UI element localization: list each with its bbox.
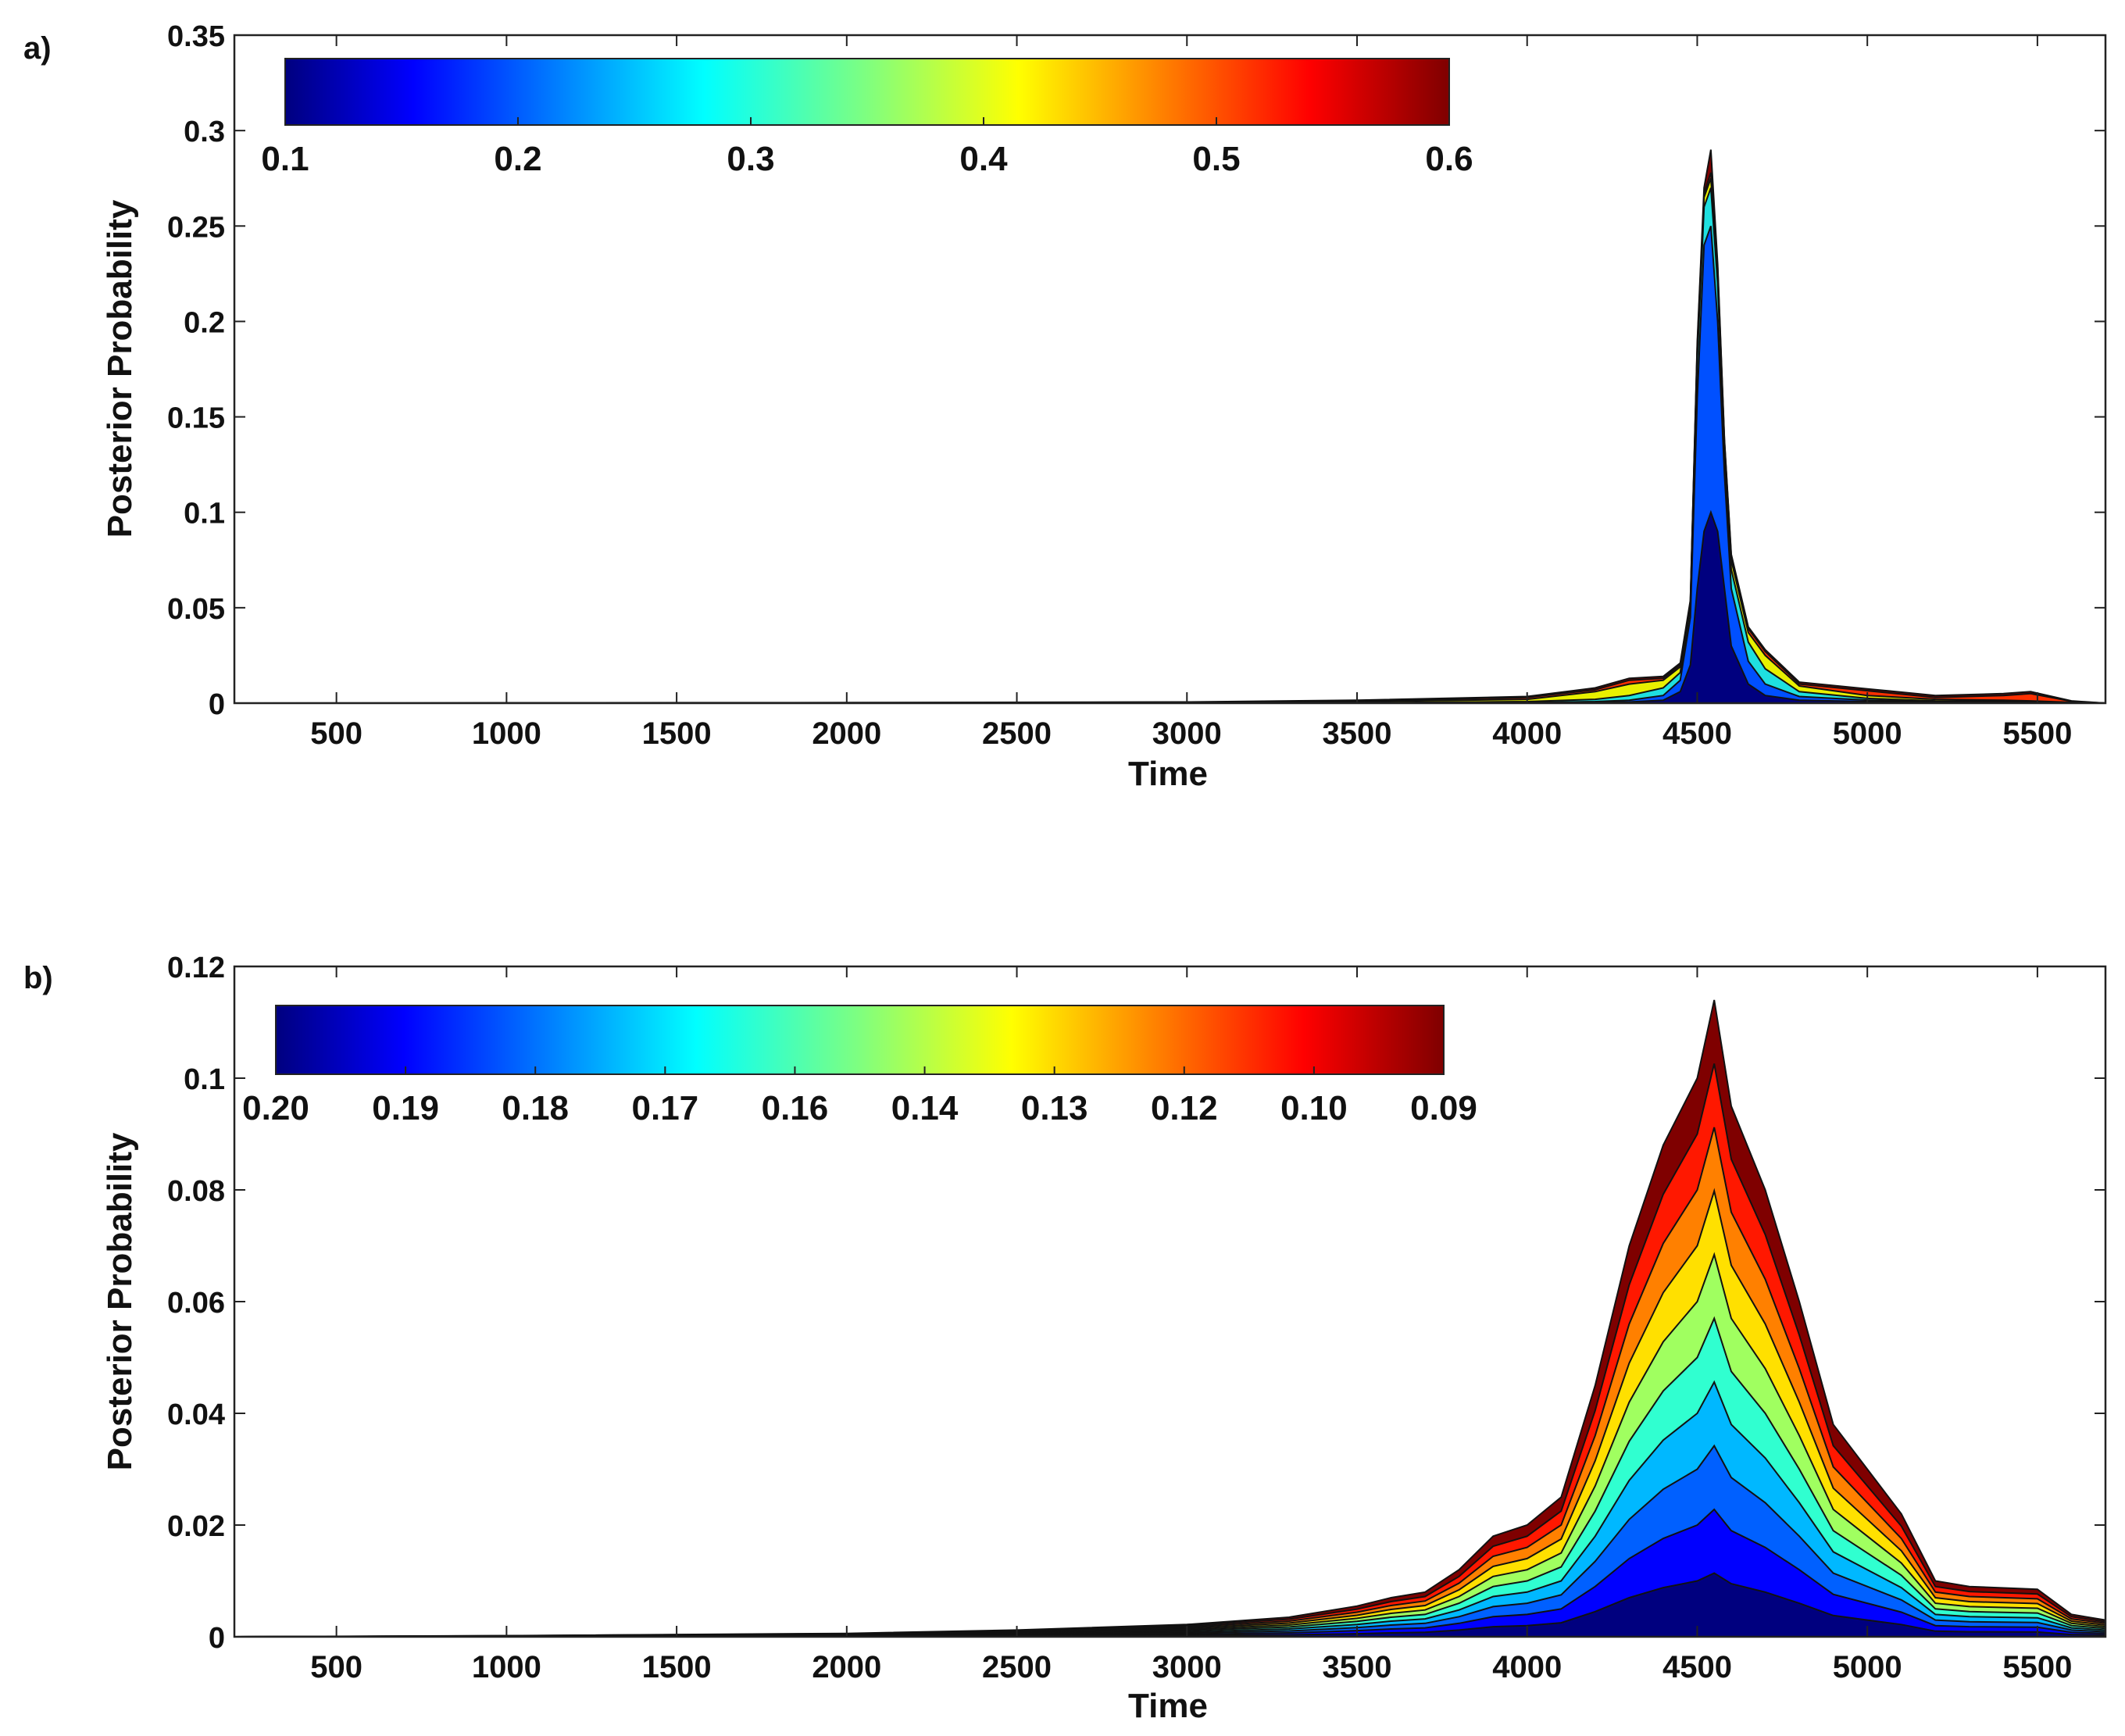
y-tick-label: 0.2 [184,306,225,339]
colorbar-tick-label: 0.17 [632,1089,699,1127]
x-tick-label: 1500 [642,716,712,751]
x-tick-label: 4000 [1492,1650,1562,1684]
x-tick-label: 3000 [1152,1650,1222,1684]
colorbar-tick-label: 0.4 [959,140,1008,178]
y-tick-label: 0 [209,1622,225,1655]
x-tick-label: 4000 [1492,716,1562,751]
panel-b-x-axis-label: Time [1128,1687,1208,1725]
y-tick-label: 0.15 [167,402,225,435]
x-tick-label: 1000 [472,716,541,751]
panel-a-area-band-1 [234,509,2106,704]
colorbar-tick-label: 0.14 [891,1089,959,1127]
panel-a-label: a) [23,31,52,66]
panel-b-area-band-1 [234,1572,2106,1638]
colorbar-gradient [284,58,1450,126]
x-tick-label: 3500 [1323,716,1392,751]
panel-a-y-ticks: 0 0.05 0.1 0.15 0.2 0.25 0.3 0.35 [167,20,2105,721]
y-tick-label: 0.1 [184,1063,225,1096]
colorbar-tick-label: 0.2 [494,140,541,178]
panel-a-plot-area [234,149,2106,704]
colorbar-tick-label: 0.19 [372,1089,439,1127]
y-tick-label: 0.06 [167,1287,225,1320]
y-tick-label: 0.04 [167,1398,225,1431]
panel-b-y-ticks: 0 0.02 0.04 0.06 0.08 0.1 0.12 [167,952,2105,1655]
panel-a-colorbar: 0.1 0.2 0.3 0.4 0.5 0.6 [261,58,1473,178]
panel-b-colorbar: 0.20 0.19 0.18 0.17 0.16 0.14 0.13 0.12 0.10 0.09 [242,1005,1477,1127]
x-tick-label: 1500 [642,1650,712,1684]
x-tick-label: 500 [310,716,362,751]
colorbar-tick-label: 0.1 [261,140,309,178]
x-tick-label: 2000 [812,716,881,751]
x-tick-label: 3500 [1323,1650,1392,1684]
x-tick-label: 2000 [812,1650,881,1684]
panel-a-area-band-3 [234,188,2106,704]
panel-b-label: b) [23,961,53,995]
panel-a-y-axis-label: Posterior Probability [101,199,139,538]
colorbar-tick-label: 0.6 [1425,140,1473,178]
y-tick-label: 0.35 [167,20,225,53]
y-tick-label: 0 [209,688,225,721]
panel-b: b) 500 1000 1500 2000 2500 3000 3500 4000 4500 50… [23,952,2107,1725]
y-tick-label: 0.3 [184,116,225,148]
colorbar-tick-label: 0.10 [1280,1089,1348,1127]
y-tick-label: 0.05 [167,593,225,626]
panel-a-area-band-4 [234,177,2106,704]
colorbar-tick-label: 0.3 [727,140,774,178]
panel-a-area-band-5 [234,172,2106,704]
x-tick-label: 2500 [982,1650,1052,1684]
panel-a-area-band-2 [234,225,2106,704]
x-tick-label: 5500 [2002,1650,2072,1684]
colorbar-tick-label: 0.16 [762,1089,829,1127]
x-tick-label: 5500 [2002,716,2072,751]
x-tick-label: 3000 [1152,716,1222,751]
x-tick-label: 5000 [1833,716,1902,751]
colorbar-tick-label: 0.20 [242,1089,309,1127]
x-tick-label: 4500 [1662,1650,1732,1684]
colorbar-tick-label: 0.18 [502,1089,569,1127]
panel-b-y-axis-label: Posterior Probability [101,1132,139,1470]
x-tick-label: 4500 [1662,716,1732,751]
colorbar-tick-label: 0.12 [1151,1089,1218,1127]
y-tick-label: 0.02 [167,1510,225,1543]
colorbar-gradient [275,1005,1445,1075]
x-tick-label: 2500 [982,716,1052,751]
panel-a-x-axis-label: Time [1128,755,1208,793]
colorbar-tick-label: 0.5 [1192,140,1240,178]
colorbar-tick-label: 0.09 [1410,1089,1477,1127]
panel-b-plot-area [234,999,2106,1638]
x-tick-label: 5000 [1833,1650,1902,1684]
y-tick-label: 0.1 [184,498,225,530]
x-tick-label: 1000 [472,1650,541,1684]
panel-a-x-ticks: 500 1000 1500 2000 2500 3000 3500 4000 4500 5000 5… [310,35,2072,751]
y-tick-label: 0.08 [167,1175,225,1208]
panel-b-x-ticks: 500 1000 1500 2000 2500 3000 3500 4000 4500 5000 5… [310,966,2072,1684]
panel-a-area-band-6 [234,149,2106,704]
x-tick-label: 500 [310,1650,362,1684]
panel-a: a) 500 1000 1500 2000 2500 3000 3500 4000 4500 50… [23,20,2107,793]
y-tick-label: 0.12 [167,952,225,984]
y-tick-label: 0.25 [167,211,225,244]
panel-a-axes-box [233,34,2107,705]
colorbar-tick-label: 0.13 [1021,1089,1088,1127]
